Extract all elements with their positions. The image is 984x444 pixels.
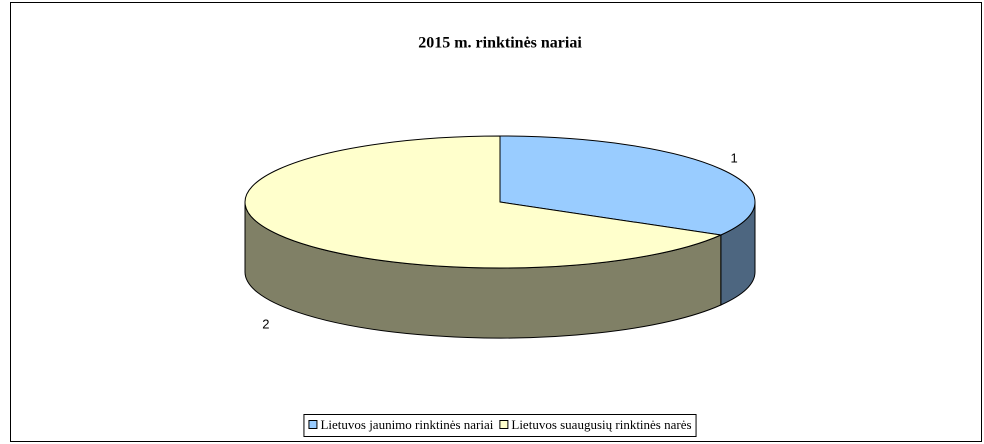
legend-swatch bbox=[308, 420, 318, 429]
data-label: 2 bbox=[262, 316, 269, 331]
legend: Lietuvos jaunimo rinktinės nariai Lietuvo… bbox=[303, 414, 697, 437]
legend-swatch bbox=[499, 420, 509, 429]
data-label: 1 bbox=[730, 151, 737, 166]
legend-label: Lietuvos suaugusių rinktinės narės bbox=[511, 417, 691, 432]
pie-slice bbox=[499, 135, 756, 236]
legend-label: Lietuvos jaunimo rinktinės nariai bbox=[320, 417, 493, 432]
pie-slice bbox=[244, 135, 723, 269]
chart-title: 2015 m. rinktinės nariai bbox=[418, 35, 582, 52]
legend-frame bbox=[303, 414, 697, 437]
